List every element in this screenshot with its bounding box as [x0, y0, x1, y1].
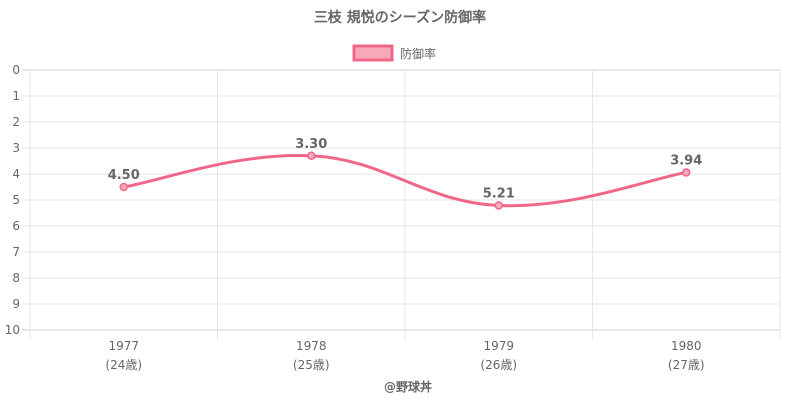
legend[interactable]: 防御率 — [352, 44, 436, 62]
y-tick-label: 4 — [12, 167, 20, 181]
y-tick-label: 10 — [5, 323, 20, 337]
y-tick-label: 9 — [12, 297, 20, 311]
x-tick-sublabel: (24歳) — [105, 358, 142, 372]
x-tick-label: 1980 — [671, 339, 702, 353]
y-tick-label: 5 — [12, 193, 20, 207]
data-point — [307, 151, 316, 161]
data-label: 4.50 — [108, 168, 140, 183]
x-tick-label: 1977 — [108, 339, 139, 353]
data-point — [494, 201, 503, 210]
data-label: 3.30 — [295, 137, 327, 152]
x-tick-sublabel: (27歳) — [668, 358, 705, 372]
y-tick-label: 7 — [12, 245, 20, 259]
data-point — [119, 182, 128, 192]
y-tick-label: 6 — [12, 219, 20, 233]
y-tick-label: 8 — [12, 271, 20, 285]
y-tick-label: 3 — [12, 141, 20, 155]
axes: 0 1 2 3 4 5 6 7 8 9 10 1977 (24歳) 1978 (25歳) 1979 (26歳) 1… — [5, 63, 705, 372]
grid — [22, 69, 781, 340]
y-tick-label: 1 — [12, 89, 20, 103]
chart-title: 三枝 規悦のシーズン防御率 — [314, 9, 486, 26]
x-tick-label: 1979 — [483, 339, 514, 353]
series-line — [123, 153, 687, 208]
x-tick-label: 1978 — [296, 339, 327, 353]
x-tick-sublabel: (26歳) — [480, 358, 517, 372]
legend-swatch — [352, 44, 394, 62]
x-tick-sublabel: (25歳) — [293, 358, 330, 372]
y-tick-label: 2 — [12, 115, 20, 129]
data-label: 5.21 — [483, 186, 515, 201]
footer-credit: @野球丼 — [384, 379, 432, 394]
data-point — [682, 168, 691, 177]
legend-label: 防御率 — [400, 46, 436, 61]
data-label: 3.94 — [670, 153, 702, 168]
y-tick-label: 0 — [12, 63, 20, 77]
series-layer: 4.50 3.30 5.21 3.94 — [108, 137, 702, 210]
